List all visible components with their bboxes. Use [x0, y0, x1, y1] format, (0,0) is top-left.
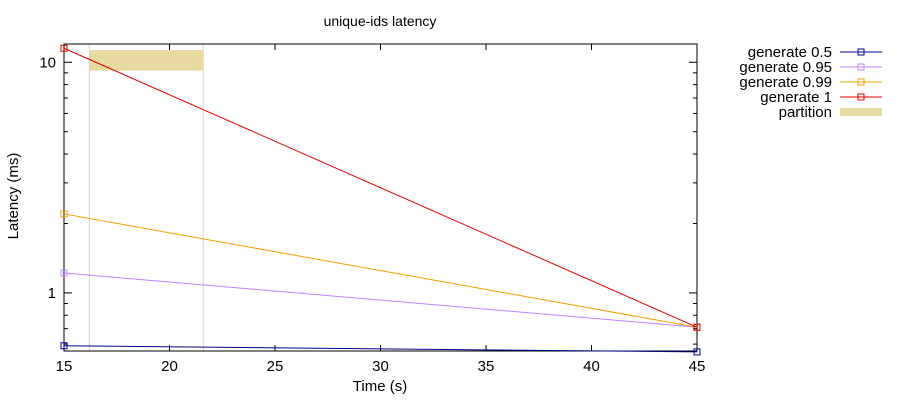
legend-marker	[857, 63, 865, 71]
y-tick-label: 1	[48, 285, 56, 302]
legend-marker	[857, 93, 865, 101]
chart-title: unique-ids latency	[324, 13, 437, 29]
plot-area: 15 20 25 30 35 40 45 1 10	[39, 43, 706, 375]
legend-marker	[857, 78, 865, 86]
series-line	[63, 213, 698, 328]
data-point	[693, 323, 701, 331]
partition-band	[89, 50, 204, 71]
series-line	[63, 272, 698, 328]
data-point	[60, 210, 68, 218]
series-line	[63, 47, 698, 328]
x-axis-label: Time (s)	[353, 378, 407, 395]
x-tick-label: 30	[372, 358, 389, 375]
data-point	[60, 269, 68, 277]
legend-label: generate 0.99	[739, 74, 832, 91]
data-point	[60, 342, 68, 350]
x-tick-label: 20	[161, 358, 178, 375]
series-line	[63, 345, 698, 353]
legend-label: generate 0.95	[739, 59, 832, 76]
legend-label: partition	[779, 104, 832, 121]
legend-partition-swatch	[840, 108, 882, 116]
legend-marker	[857, 48, 865, 56]
legend-label: generate 0.5	[748, 44, 832, 61]
data-point	[693, 348, 701, 356]
x-tick-label: 40	[583, 358, 600, 375]
y-axis-label: Latency (ms)	[5, 153, 22, 240]
legend-label: generate 1	[760, 89, 832, 106]
data-point	[60, 44, 68, 52]
x-tick-label: 25	[267, 358, 284, 375]
x-tick-label: 15	[56, 358, 73, 375]
x-tick-label: 45	[689, 358, 706, 375]
y-tick-label: 10	[39, 54, 56, 71]
x-tick-label: 35	[478, 358, 495, 375]
